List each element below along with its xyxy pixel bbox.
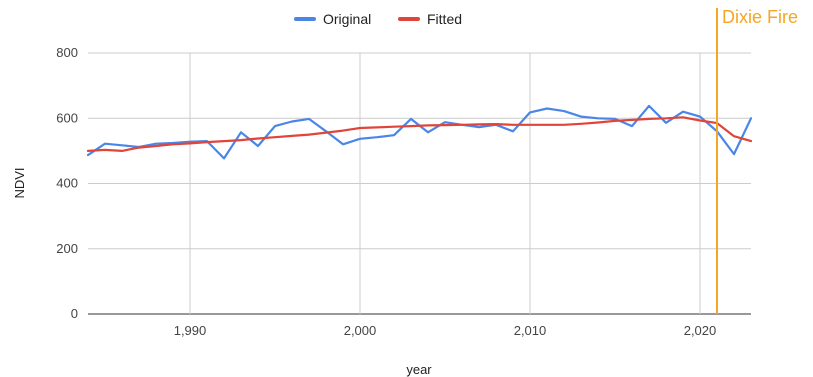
y-tick-label: 600 bbox=[56, 110, 78, 125]
axis-ticks: 0 200 400 600 800 1,990 2,000 2,010 2,020 bbox=[56, 45, 716, 338]
y-axis-title: NDVI bbox=[12, 167, 27, 198]
annotation-label: Dixie Fire bbox=[722, 7, 798, 27]
series-lines bbox=[86, 104, 753, 160]
x-tick-label: 1,990 bbox=[174, 323, 207, 338]
x-tick-label: 2,020 bbox=[684, 323, 717, 338]
x-tick-label: 2,000 bbox=[344, 323, 377, 338]
y-tick-label: 0 bbox=[71, 306, 78, 321]
grid-lines bbox=[88, 52, 751, 315]
x-tick-label: 2,010 bbox=[514, 323, 547, 338]
annotations: Dixie Fire bbox=[716, 7, 798, 314]
legend: Original Fitted bbox=[294, 11, 462, 27]
series-line-fitted bbox=[86, 116, 753, 152]
y-tick-label: 800 bbox=[56, 45, 78, 60]
series-line-original bbox=[86, 104, 753, 160]
legend-label-fitted: Fitted bbox=[427, 11, 462, 27]
x-axis-title: year bbox=[406, 362, 432, 377]
y-tick-label: 200 bbox=[56, 241, 78, 256]
legend-label-original: Original bbox=[323, 11, 371, 27]
y-tick-label: 400 bbox=[56, 176, 78, 191]
